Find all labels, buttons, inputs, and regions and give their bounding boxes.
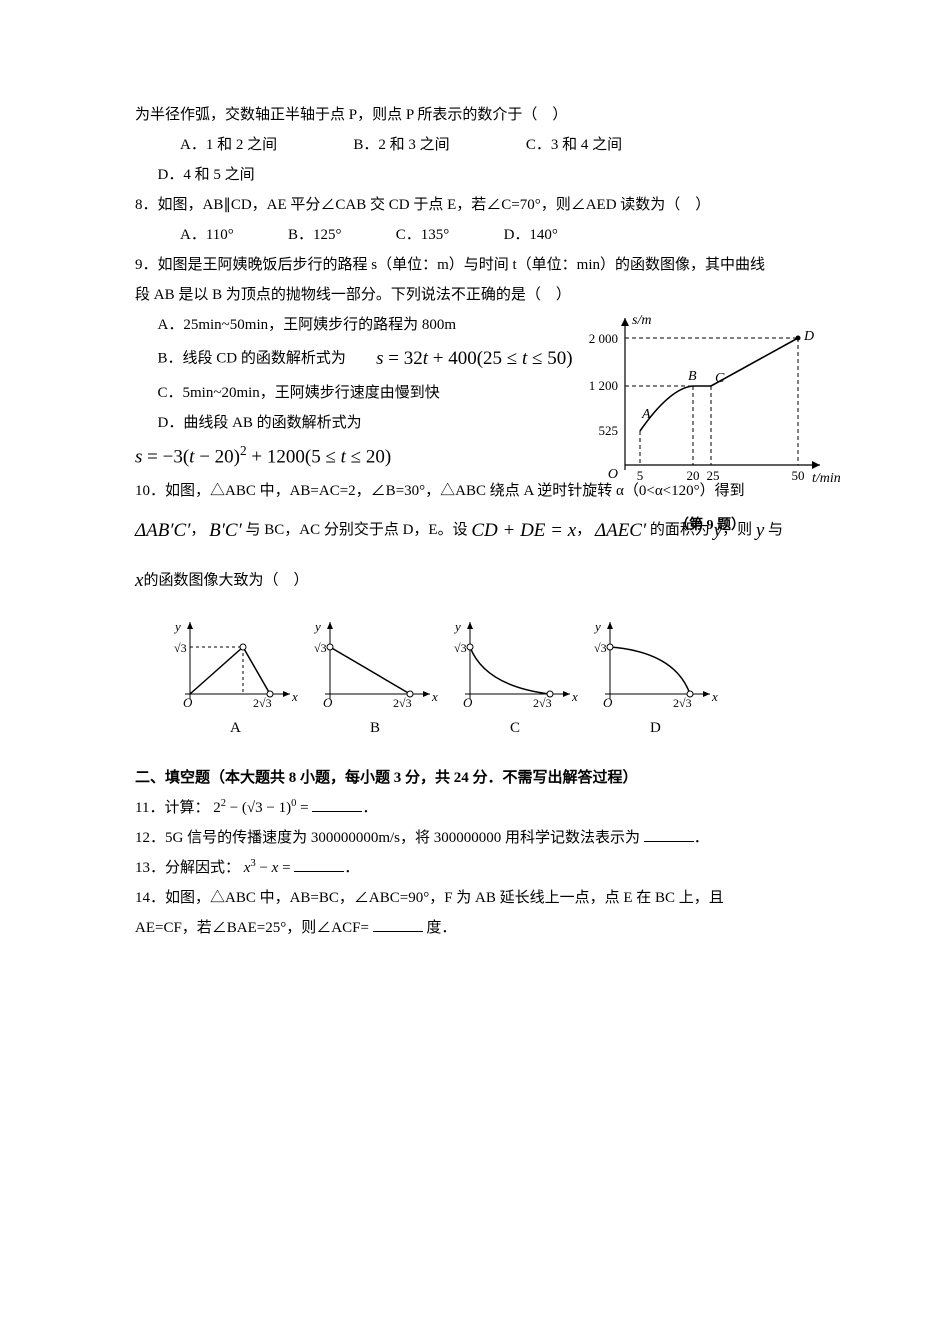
q9-ytick-2000: 2 000 bbox=[589, 331, 618, 346]
q10-line3: x的函数图像大致为（ ） bbox=[135, 562, 820, 600]
q9-ytick-525: 525 bbox=[599, 423, 619, 438]
q9-xtick-20: 20 bbox=[687, 468, 700, 483]
q8-opt-c: C．135° bbox=[373, 220, 449, 250]
q9-xtick-25: 25 bbox=[707, 468, 720, 483]
q10-opt-d-chart: O x y √3 2√3 D bbox=[593, 619, 718, 736]
q13-blank[interactable] bbox=[294, 856, 344, 872]
q7-options: A．1 和 2 之间 B．2 和 3 之间 C．3 和 4 之间 D．4 和 5… bbox=[135, 130, 820, 190]
svg-text:y: y bbox=[313, 619, 321, 634]
q9-body: 525 1 200 2 000 5 20 25 50 O s/m t/min bbox=[135, 310, 820, 438]
q8-opt-d: D．140° bbox=[481, 220, 558, 250]
q9-xtick-50: 50 bbox=[792, 468, 805, 483]
svg-text:x: x bbox=[711, 689, 718, 704]
q13: 13．分解因式： x3 − x = ． bbox=[135, 853, 820, 883]
q9-xtick-5: 5 bbox=[637, 468, 644, 483]
q9-xlabel: t/min bbox=[812, 471, 840, 486]
svg-text:2√3: 2√3 bbox=[673, 696, 692, 710]
q9-chart-svg: 525 1 200 2 000 5 20 25 50 O s/m t/min bbox=[580, 310, 840, 505]
q10-options: O x y √3 2√3 A O x y √3 2√3 B bbox=[165, 614, 820, 755]
svg-text:y: y bbox=[173, 619, 181, 634]
svg-text:O: O bbox=[323, 695, 333, 710]
svg-text:√3: √3 bbox=[174, 641, 187, 655]
q10-options-svg: O x y √3 2√3 A O x y √3 2√3 B bbox=[165, 614, 725, 744]
q9-ylabel: s/m bbox=[632, 313, 651, 328]
q8-options: A．110° B．125° C．135° D．140° bbox=[135, 220, 820, 250]
svg-text:B: B bbox=[370, 720, 380, 736]
q7-text: 为半径作弧，交数轴正半轴于点 P，则点 P 所表示的数介于（ ） bbox=[135, 100, 820, 130]
q7-opt-c: C．3 和 4 之间 bbox=[503, 130, 622, 160]
svg-text:D: D bbox=[650, 720, 661, 736]
svg-text:√3: √3 bbox=[314, 641, 327, 655]
svg-text:O: O bbox=[603, 695, 613, 710]
q9-pt-a: A bbox=[641, 407, 651, 422]
svg-text:O: O bbox=[183, 695, 193, 710]
q12: 12．5G 信号的传播速度为 300000000m/s，将 300000000 … bbox=[135, 823, 820, 853]
svg-text:√3: √3 bbox=[594, 641, 607, 655]
q9-pt-b: B bbox=[688, 369, 697, 384]
q9-caption: （第 9 题） bbox=[580, 512, 840, 540]
q9-pt-c: C bbox=[715, 371, 725, 386]
q14-a: 14．如图，△ABC 中，AB=BC，∠ABC=90°，F 为 AB 延长线上一… bbox=[135, 883, 820, 913]
q10-opt-b-chart: O x y √3 2√3 B bbox=[313, 619, 438, 736]
q9-ytick-1200: 1 200 bbox=[589, 378, 618, 393]
q9-opt-b-prefix: B．线段 CD 的函数解析式为 bbox=[158, 350, 346, 366]
svg-text:√3: √3 bbox=[454, 641, 467, 655]
section-2-title: 二、填空题（本大题共 8 小题，每小题 3 分，共 24 分．不需写出解答过程） bbox=[135, 763, 820, 793]
q7-opt-d: D．4 和 5 之间 bbox=[135, 160, 255, 190]
q12-blank[interactable] bbox=[644, 826, 694, 842]
q9-stem-1: 9．如图是王阿姨晚饭后步行的路程 s（单位：m）与时间 t（单位：min）的函数… bbox=[135, 250, 820, 280]
q11: 11．计算： 22 − (√3 − 1)0 = ． bbox=[135, 793, 820, 823]
q14-blank[interactable] bbox=[373, 916, 423, 932]
q14-b: AE=CF，若∠BAE=25°，则∠ACF= 度． bbox=[135, 913, 820, 943]
q8-stem: 8．如图，AB∥CD，AE 平分∠CAB 交 CD 于点 E，若∠C=70°，则… bbox=[135, 190, 820, 220]
q9-stem-2: 段 AB 是以 B 为顶点的抛物线一部分。下列说法不正确的是（ ） bbox=[135, 280, 820, 310]
q8-opt-b: B．125° bbox=[266, 220, 342, 250]
svg-text:x: x bbox=[431, 689, 438, 704]
svg-text:2√3: 2√3 bbox=[253, 696, 272, 710]
q10-opt-a-chart: O x y √3 2√3 A bbox=[173, 619, 298, 736]
svg-text:x: x bbox=[291, 689, 298, 704]
svg-text:y: y bbox=[593, 619, 601, 634]
q8-opt-a: A．110° bbox=[158, 220, 234, 250]
svg-text:O: O bbox=[463, 695, 473, 710]
q7-opt-b: B．2 和 3 之间 bbox=[331, 130, 450, 160]
q9-pt-d: D bbox=[803, 329, 814, 344]
q10-opt-c-chart: O x y √3 2√3 C bbox=[453, 619, 578, 736]
svg-text:C: C bbox=[510, 720, 520, 736]
svg-text:y: y bbox=[453, 619, 461, 634]
svg-text:2√3: 2√3 bbox=[393, 696, 412, 710]
q9-origin: O bbox=[608, 467, 618, 482]
q11-blank[interactable] bbox=[312, 796, 362, 812]
svg-text:2√3: 2√3 bbox=[533, 696, 552, 710]
q7-opt-a: A．1 和 2 之间 bbox=[158, 130, 278, 160]
svg-text:A: A bbox=[230, 720, 241, 736]
svg-text:x: x bbox=[571, 689, 578, 704]
q9-figure: 525 1 200 2 000 5 20 25 50 O s/m t/min bbox=[580, 310, 840, 540]
